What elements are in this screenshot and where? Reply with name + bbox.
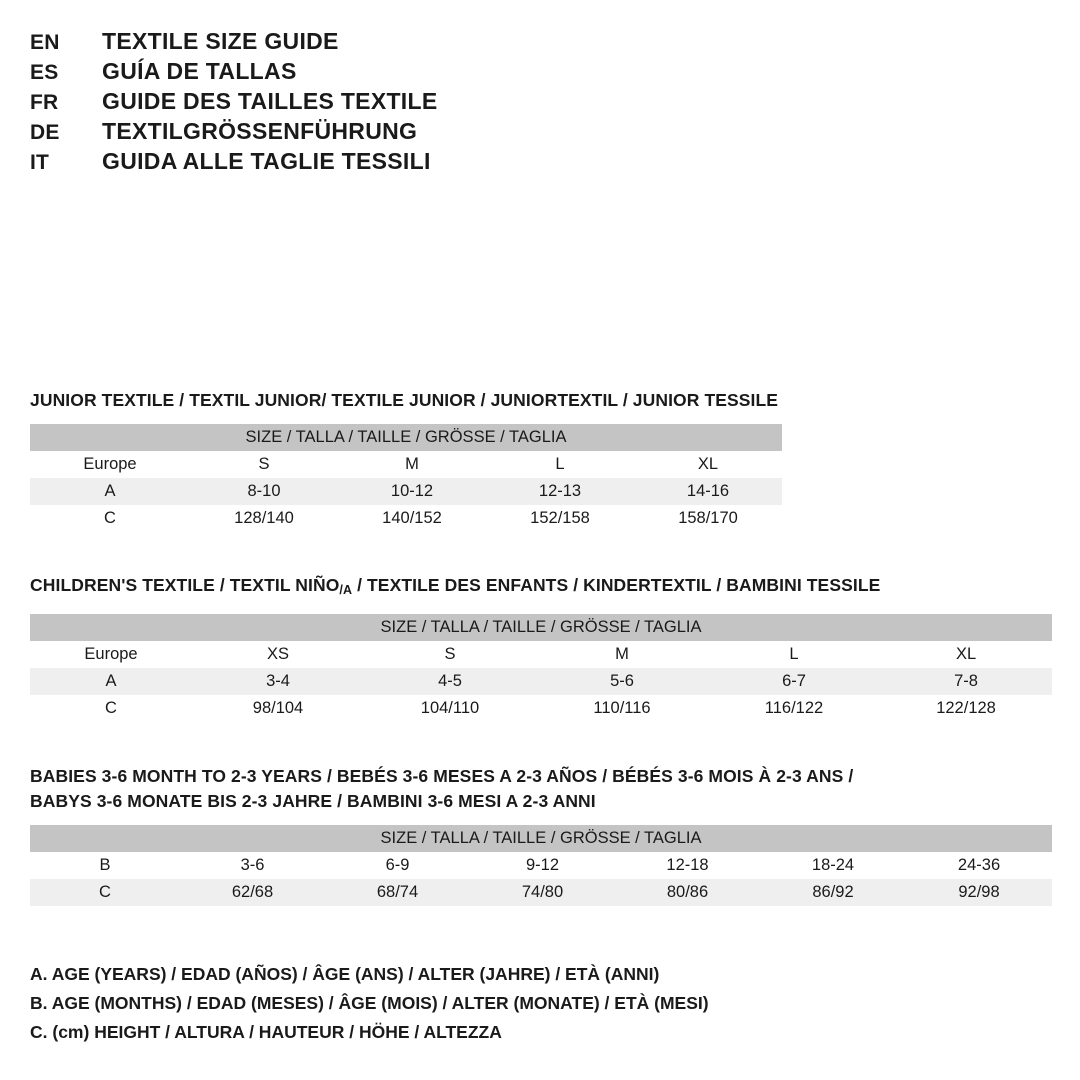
row-label: Europe [30,451,190,478]
row-label: Europe [30,641,192,668]
title-text-fr: GUIDE DES TAILLES TEXTILE [102,88,438,114]
table-band-row: SIZE / TALLA / TAILLE / GRÖSSE / TAGLIA [30,424,783,451]
section-title-junior: JUNIOR TEXTILE / TEXTIL JUNIOR/ TEXTILE … [30,390,779,410]
table-cell: 122/128 [880,695,1053,722]
title-row-it: IT GUIDA ALLE TAGLIE TESSILI [30,148,790,178]
title-text-de: TEXTILGRÖSSENFÜHRUNG [102,118,418,144]
table-row: A 3-4 4-5 5-6 6-7 7-8 [30,668,1053,695]
title-text-it: GUIDA ALLE TAGLIE TESSILI [102,148,431,174]
table-cell: 10-12 [338,478,486,505]
table-row: Europe XS S M L XL [30,641,1053,668]
table-cell: 98/104 [192,695,364,722]
table-cell: L [486,451,634,478]
row-label: C [30,879,180,906]
legend-line-c-pre: C. [30,1022,53,1042]
table-cell: 152/158 [486,505,634,532]
table-row: B 3-6 6-9 9-12 12-18 18-24 24-36 [30,852,1053,879]
table-cell: 9-12 [470,852,615,879]
table-cell: 104/110 [364,695,536,722]
size-table-babies: SIZE / TALLA / TAILLE / GRÖSSE / TAGLIA … [30,825,1053,906]
size-table-junior: SIZE / TALLA / TAILLE / GRÖSSE / TAGLIA … [30,424,783,532]
table-cell: 3-6 [180,852,325,879]
title-language-block: EN TEXTILE SIZE GUIDE ES GUÍA DE TALLAS … [30,28,790,178]
legend-line-c-post: HEIGHT / ALTURA / HAUTEUR / HÖHE / ALTEZ… [89,1022,502,1042]
table-cell: 62/68 [180,879,325,906]
table-cell: 5-6 [536,668,708,695]
section-title-children-post: / TEXTILE DES ENFANTS / KINDERTEXTIL / B… [352,575,881,595]
table-row: C 98/104 104/110 110/116 116/122 122/128 [30,695,1053,722]
table-cell: M [536,641,708,668]
table-cell: S [364,641,536,668]
table-cell: S [190,451,338,478]
row-label: A [30,668,192,695]
section-title-children-sub: /A [339,583,353,597]
title-row-es: ES GUÍA DE TALLAS [30,58,790,88]
title-text-es: GUÍA DE TALLAS [102,58,297,84]
height-measurement-figure: C [800,0,1080,392]
lang-code-en: EN [30,31,60,54]
table-cell: 110/116 [536,695,708,722]
section-title-babies-line2: BABYS 3-6 MONATE BIS 2-3 JAHRE / BAMBINI… [30,791,596,811]
lang-code-de: DE [30,121,60,144]
table-row: Europe S M L XL [30,451,783,478]
legend-line-a: A. AGE (YEARS) / EDAD (AÑOS) / ÂGE (ANS)… [30,964,660,984]
section-title-children-pre: CHILDREN'S TEXTILE / TEXTIL NIÑO [30,575,340,595]
band-label-junior: SIZE / TALLA / TAILLE / GRÖSSE / TAGLIA [30,424,783,451]
row-label: B [30,852,180,879]
row-label: A [30,478,190,505]
band-label-children: SIZE / TALLA / TAILLE / GRÖSSE / TAGLIA [30,614,1053,641]
lang-code-fr: FR [30,91,59,114]
table-cell: 158/170 [634,505,783,532]
table-cell: M [338,451,486,478]
size-table-children: SIZE / TALLA / TAILLE / GRÖSSE / TAGLIA … [30,614,1053,722]
band-label-babies: SIZE / TALLA / TAILLE / GRÖSSE / TAGLIA [30,825,1053,852]
table-cell: 6-7 [708,668,880,695]
table-cell: 7-8 [880,668,1053,695]
table-cell: 14-16 [634,478,783,505]
lang-code-it: IT [30,151,50,174]
lang-code-es: ES [30,61,59,84]
section-junior-textile: JUNIOR TEXTILE / TEXTIL JUNIOR/ TEXTILE … [30,388,783,532]
section-babies-textile: BABIES 3-6 MONTH TO 2-3 YEARS / BEBÉS 3-… [30,764,1053,906]
table-cell: 140/152 [338,505,486,532]
table-row: C 128/140 140/152 152/158 158/170 [30,505,783,532]
table-cell: 128/140 [190,505,338,532]
title-row-en: EN TEXTILE SIZE GUIDE [30,28,790,58]
table-cell: 18-24 [760,852,906,879]
table-cell: 4-5 [364,668,536,695]
table-cell: 8-10 [190,478,338,505]
table-cell: 74/80 [470,879,615,906]
legend-line-c-unit: (cm) [52,1022,90,1042]
title-row-fr: FR GUIDE DES TAILLES TEXTILE [30,88,790,118]
table-row: A 8-10 10-12 12-13 14-16 [30,478,783,505]
table-cell: 80/86 [615,879,760,906]
table-cell: XS [192,641,364,668]
table-cell: 92/98 [906,879,1053,906]
table-band-row: SIZE / TALLA / TAILLE / GRÖSSE / TAGLIA [30,614,1053,641]
table-row: C 62/68 68/74 74/80 80/86 86/92 92/98 [30,879,1053,906]
section-children-textile: CHILDREN'S TEXTILE / TEXTIL NIÑO/A / TEX… [30,573,1053,722]
table-cell: 3-4 [192,668,364,695]
table-cell: 68/74 [325,879,470,906]
table-cell: 6-9 [325,852,470,879]
table-cell: XL [880,641,1053,668]
table-cell: 12-13 [486,478,634,505]
title-text-en: TEXTILE SIZE GUIDE [102,28,339,54]
row-label: C [30,505,190,532]
table-cell: 12-18 [615,852,760,879]
table-cell: XL [634,451,783,478]
row-label: C [30,695,192,722]
title-row-de: DE TEXTILGRÖSSENFÜHRUNG [30,118,790,148]
legend-block: A. AGE (YEARS) / EDAD (AÑOS) / ÂGE (ANS)… [30,960,790,1047]
legend-line-c: C. (cm) HEIGHT / ALTURA / HAUTEUR / HÖHE… [30,1018,790,1047]
legend-line-b: B. AGE (MONTHS) / EDAD (MESES) / ÂGE (MO… [30,993,709,1013]
section-title-babies-line1: BABIES 3-6 MONTH TO 2-3 YEARS / BEBÉS 3-… [30,766,854,786]
section-title-children: CHILDREN'S TEXTILE / TEXTIL NIÑO/A / TEX… [30,573,1052,603]
table-cell: L [708,641,880,668]
table-cell: 86/92 [760,879,906,906]
table-cell: 24-36 [906,852,1053,879]
table-band-row: SIZE / TALLA / TAILLE / GRÖSSE / TAGLIA [30,825,1053,852]
table-cell: 116/122 [708,695,880,722]
